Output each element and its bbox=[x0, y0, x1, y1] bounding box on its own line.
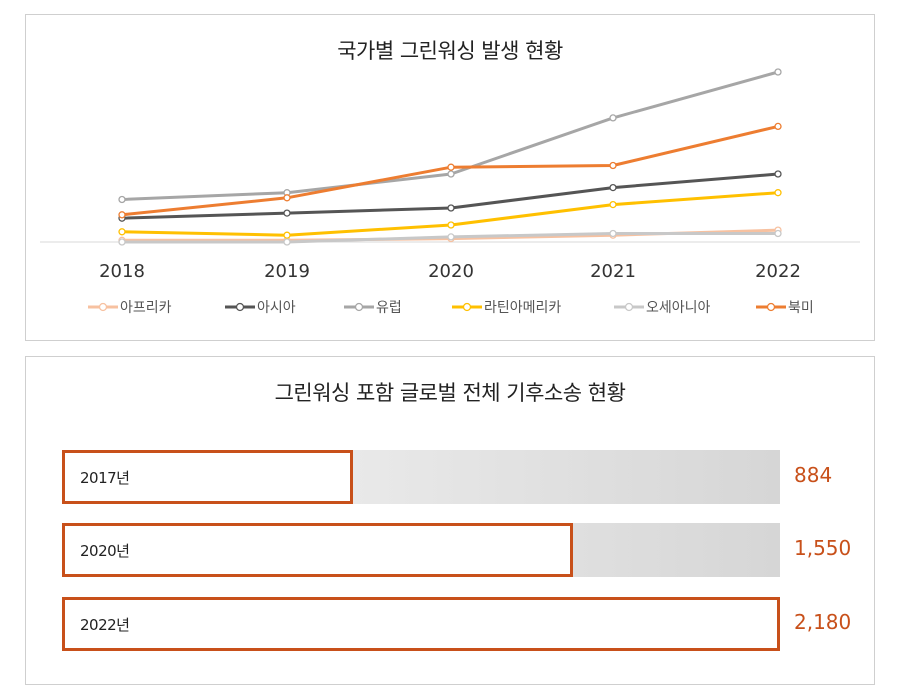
legend-label: 라틴아메리카 bbox=[484, 300, 561, 316]
series-point bbox=[283, 238, 291, 246]
series-point bbox=[118, 238, 126, 246]
legend-swatch-marker bbox=[624, 302, 634, 312]
series-point bbox=[609, 229, 617, 238]
bar-category-label: 2017년 bbox=[80, 469, 130, 487]
series-point bbox=[609, 200, 617, 209]
series-line bbox=[121, 70, 779, 201]
series-point bbox=[283, 231, 291, 239]
series-point bbox=[774, 68, 782, 76]
bar-category-label: 2022년 bbox=[80, 616, 130, 634]
series-point bbox=[609, 183, 617, 192]
bar-chart-panel: 그린워싱 포함 글로벌 전체 기후소송 현황 2017년 884 2020년 1,55… bbox=[25, 356, 875, 685]
series-point bbox=[774, 122, 782, 131]
series-point bbox=[447, 163, 455, 171]
series-point bbox=[609, 114, 617, 122]
series-point bbox=[609, 161, 617, 170]
x-tick-label: 2022 bbox=[755, 261, 801, 282]
series-point bbox=[447, 204, 455, 212]
series-point bbox=[774, 229, 782, 238]
legend-label: 유럽 bbox=[376, 300, 402, 316]
legend-label: 오세아니아 bbox=[646, 300, 711, 316]
bar-fill bbox=[62, 523, 573, 577]
series-point bbox=[283, 209, 291, 217]
bar-value-label: 2,180 bbox=[794, 610, 852, 634]
legend-swatch-marker bbox=[766, 302, 776, 312]
bar-category-label: 2020년 bbox=[80, 542, 130, 560]
series-point bbox=[118, 195, 126, 204]
bar-chart-title: 그린워싱 포함 글로벌 전체 기후소송 현황 bbox=[274, 381, 626, 405]
line-chart-panel: 국가별 그린워싱 발생 현황 2018 2019 2020 2021 2022 아프리카 아… bbox=[25, 14, 875, 341]
legend-swatch-marker bbox=[462, 302, 472, 312]
series-point bbox=[118, 211, 126, 219]
legend-label: 아프리카 bbox=[120, 300, 172, 316]
bar-value-label: 1,550 bbox=[794, 536, 852, 560]
legend-swatch-marker bbox=[98, 302, 108, 312]
series-point bbox=[118, 228, 126, 236]
bar-fill bbox=[62, 597, 780, 651]
bar-fill bbox=[62, 450, 354, 504]
series-point bbox=[447, 170, 455, 178]
series-point bbox=[447, 221, 455, 229]
series-point bbox=[283, 194, 291, 202]
legend-swatch-marker bbox=[354, 302, 364, 312]
line-chart-title: 국가별 그린워싱 발생 현황 bbox=[337, 39, 563, 63]
series-point bbox=[447, 233, 455, 241]
x-tick-label: 2020 bbox=[428, 261, 474, 282]
series-point bbox=[774, 170, 782, 178]
x-tick-label: 2019 bbox=[264, 261, 310, 282]
legend-label: 북미 bbox=[788, 300, 814, 316]
series-point bbox=[774, 189, 782, 197]
x-tick-label: 2021 bbox=[590, 261, 636, 282]
legend-swatch-marker bbox=[235, 302, 245, 312]
legend-label: 아시아 bbox=[257, 300, 296, 316]
bar-value-label: 884 bbox=[794, 463, 833, 487]
x-tick-label: 2018 bbox=[99, 261, 145, 282]
line-chart: 2018 2019 2020 2021 2022 아프리카 아시아 유럽 라틴아메리카 오세아니아… bbox=[40, 68, 860, 316]
